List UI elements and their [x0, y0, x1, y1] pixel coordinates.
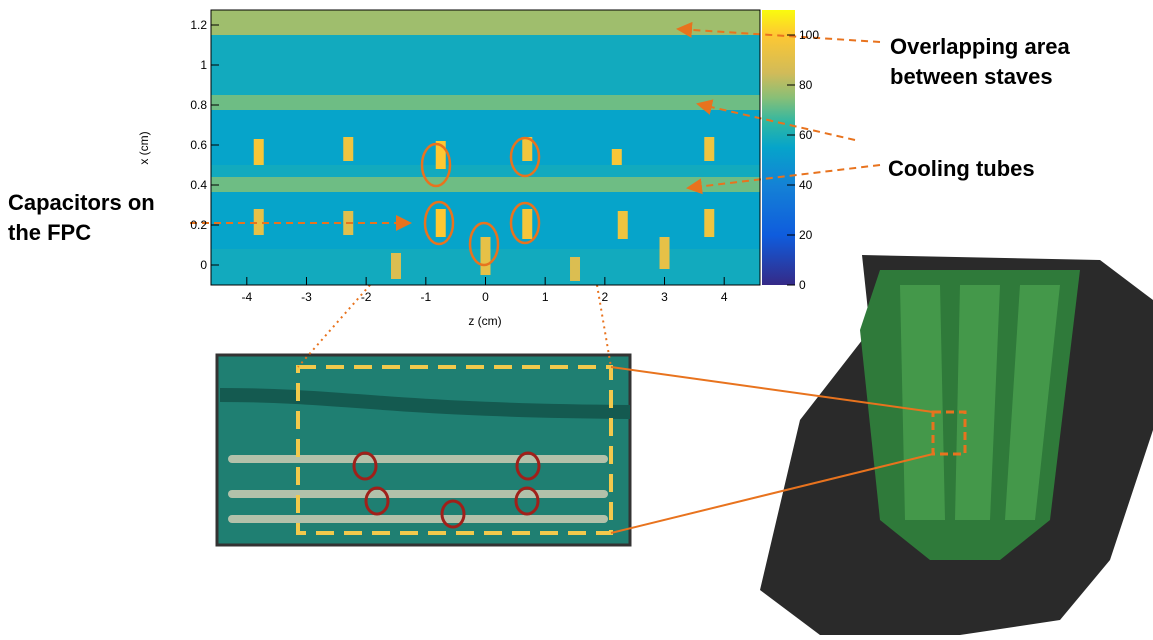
- y-tick-label: 0: [200, 258, 207, 272]
- hotspot: [435, 141, 446, 169]
- x-tick-label: 3: [661, 290, 668, 304]
- heat-band: [211, 165, 760, 177]
- x-tick-label: -2: [361, 290, 372, 304]
- hotspot: [253, 139, 264, 165]
- hotspot: [704, 137, 715, 161]
- hotspot: [390, 253, 401, 279]
- x-axis-label: z (cm): [468, 314, 501, 328]
- y-tick-label: 0.2: [190, 218, 207, 232]
- y-tick-label: 1: [200, 58, 207, 72]
- colorbar-tick-label: 60: [799, 128, 813, 142]
- y-tick-label: 1.2: [190, 18, 207, 32]
- x-tick-label: 4: [721, 290, 728, 304]
- x-tick-label: 0: [482, 290, 489, 304]
- x-tick-label: -3: [301, 290, 312, 304]
- hotspot: [343, 137, 354, 161]
- annotation: Capacitors on the FPC: [8, 190, 155, 245]
- x-tick-label: -1: [420, 290, 431, 304]
- hotspot: [659, 237, 670, 269]
- heat-band: [211, 10, 760, 35]
- hotspot: [617, 211, 628, 239]
- hotspot: [522, 209, 533, 239]
- hotspot: [704, 209, 715, 237]
- colorbar-tick-label: 20: [799, 228, 813, 242]
- y-tick-label: 0.8: [190, 98, 207, 112]
- x-tick-label: 2: [602, 290, 609, 304]
- hotspot: [611, 149, 622, 165]
- colorbar: [762, 10, 795, 285]
- x-tick-label: -4: [241, 290, 252, 304]
- colorbar-tick-label: 40: [799, 178, 813, 192]
- x-tick-label: 1: [542, 290, 549, 304]
- y-tick-label: 0.4: [190, 178, 207, 192]
- colorbar-tick-label: 0: [799, 278, 806, 292]
- annotation: Overlapping area between staves: [890, 34, 1071, 89]
- heat-band: [211, 110, 760, 165]
- hotspot: [480, 237, 491, 275]
- heat-band: [211, 35, 760, 95]
- hotspot: [253, 209, 264, 235]
- colorbar-tick-label: 100: [799, 28, 819, 42]
- detector-photo: [760, 255, 1153, 635]
- fpc-photo: [215, 353, 632, 547]
- y-axis-label: x (cm): [137, 131, 151, 164]
- heat-band: [211, 95, 760, 110]
- y-tick-label: 0.6: [190, 138, 207, 152]
- colorbar-tick-label: 80: [799, 78, 813, 92]
- heatmap: [211, 10, 760, 285]
- annotation: Cooling tubes: [888, 156, 1035, 181]
- capacitor-circles: [420, 136, 541, 267]
- hotspot: [570, 257, 581, 281]
- heat-band: [211, 177, 760, 192]
- connector-lines: [190, 21, 934, 534]
- hotspot: [435, 209, 446, 237]
- hotspot: [522, 137, 533, 161]
